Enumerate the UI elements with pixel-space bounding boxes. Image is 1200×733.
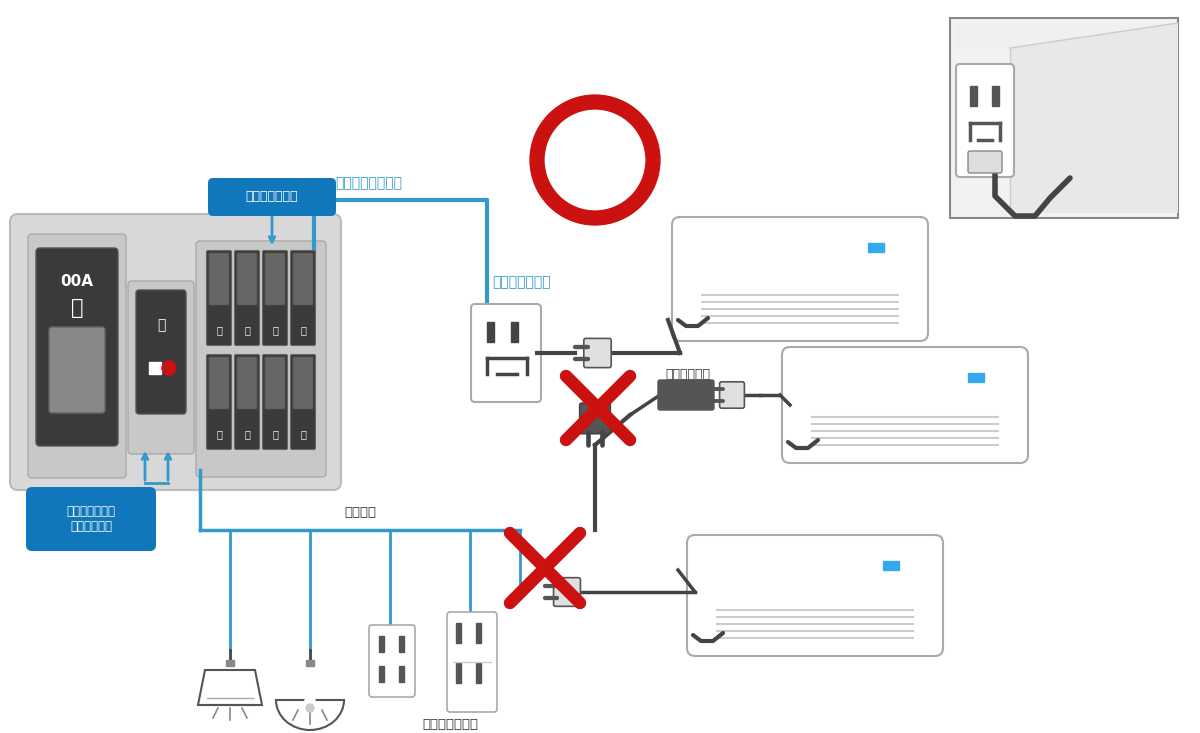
Text: 入: 入 <box>216 429 222 439</box>
FancyBboxPatch shape <box>28 234 126 478</box>
Circle shape <box>162 361 176 375</box>
FancyBboxPatch shape <box>263 355 288 449</box>
Bar <box>990 373 1006 382</box>
FancyBboxPatch shape <box>209 253 229 305</box>
Bar <box>868 243 884 252</box>
FancyBboxPatch shape <box>672 217 928 341</box>
FancyBboxPatch shape <box>36 248 118 446</box>
FancyBboxPatch shape <box>209 357 229 409</box>
FancyBboxPatch shape <box>136 290 186 414</box>
FancyBboxPatch shape <box>208 178 336 216</box>
Text: 専用コンセント: 専用コンセント <box>492 275 551 289</box>
Bar <box>306 660 314 666</box>
Text: 00A: 00A <box>60 274 94 290</box>
Bar <box>950 18 1178 218</box>
FancyBboxPatch shape <box>26 487 156 551</box>
FancyBboxPatch shape <box>49 327 106 413</box>
Text: 入: 入 <box>300 325 306 335</box>
FancyBboxPatch shape <box>553 578 581 606</box>
Text: 主幹ブレーカー
漏電遮断器等: 主幹ブレーカー 漏電遮断器等 <box>66 505 115 533</box>
Bar <box>379 666 384 682</box>
Bar <box>970 86 977 106</box>
FancyBboxPatch shape <box>206 355 232 449</box>
FancyBboxPatch shape <box>658 380 714 410</box>
FancyBboxPatch shape <box>234 355 259 449</box>
Text: 延長ケーブル: 延長ケーブル <box>665 367 710 380</box>
FancyBboxPatch shape <box>196 241 326 477</box>
FancyBboxPatch shape <box>446 612 497 712</box>
Text: 入: 入 <box>157 318 166 332</box>
Text: 一般回路: 一般回路 <box>344 506 376 518</box>
Text: 入: 入 <box>244 429 250 439</box>
Bar <box>226 660 234 666</box>
Polygon shape <box>1010 23 1178 213</box>
FancyBboxPatch shape <box>293 253 313 305</box>
FancyBboxPatch shape <box>293 357 313 409</box>
Bar <box>379 636 384 652</box>
Bar <box>149 362 161 374</box>
FancyBboxPatch shape <box>238 357 257 409</box>
Bar <box>883 561 899 570</box>
FancyBboxPatch shape <box>583 339 611 368</box>
FancyBboxPatch shape <box>290 251 316 345</box>
Text: エアコン専用回路: エアコン専用回路 <box>335 176 402 190</box>
Polygon shape <box>955 23 1178 48</box>
FancyBboxPatch shape <box>128 281 194 454</box>
Bar <box>968 373 984 382</box>
FancyBboxPatch shape <box>206 251 232 345</box>
FancyBboxPatch shape <box>265 357 286 409</box>
Circle shape <box>306 704 314 712</box>
FancyBboxPatch shape <box>470 304 541 402</box>
Bar <box>456 663 461 683</box>
Text: 入: 入 <box>272 325 278 335</box>
Bar <box>456 623 461 643</box>
FancyBboxPatch shape <box>238 253 257 305</box>
FancyBboxPatch shape <box>956 64 1014 177</box>
Text: 入: 入 <box>216 325 222 335</box>
Text: 分岐ブレーカー: 分岐ブレーカー <box>246 191 299 204</box>
Bar <box>992 86 998 106</box>
FancyBboxPatch shape <box>968 151 1002 173</box>
Polygon shape <box>198 670 262 705</box>
FancyBboxPatch shape <box>290 355 316 449</box>
Text: 入: 入 <box>300 429 306 439</box>
Bar <box>476 663 481 683</box>
Bar <box>398 666 404 682</box>
FancyBboxPatch shape <box>686 535 943 656</box>
FancyBboxPatch shape <box>10 214 341 490</box>
FancyBboxPatch shape <box>580 403 611 434</box>
Bar <box>487 322 494 342</box>
FancyBboxPatch shape <box>263 251 288 345</box>
Bar <box>398 636 404 652</box>
Bar <box>905 561 922 570</box>
Text: 入: 入 <box>272 429 278 439</box>
FancyBboxPatch shape <box>782 347 1028 463</box>
FancyBboxPatch shape <box>265 253 286 305</box>
Text: 入: 入 <box>244 325 250 335</box>
Text: 一般コンセント: 一般コンセント <box>422 718 478 731</box>
FancyBboxPatch shape <box>720 382 744 408</box>
FancyBboxPatch shape <box>370 625 415 697</box>
Circle shape <box>305 697 314 707</box>
FancyBboxPatch shape <box>234 251 259 345</box>
Bar <box>890 243 906 252</box>
Text: 切: 切 <box>71 298 83 318</box>
Bar <box>476 623 481 643</box>
Bar <box>511 322 518 342</box>
